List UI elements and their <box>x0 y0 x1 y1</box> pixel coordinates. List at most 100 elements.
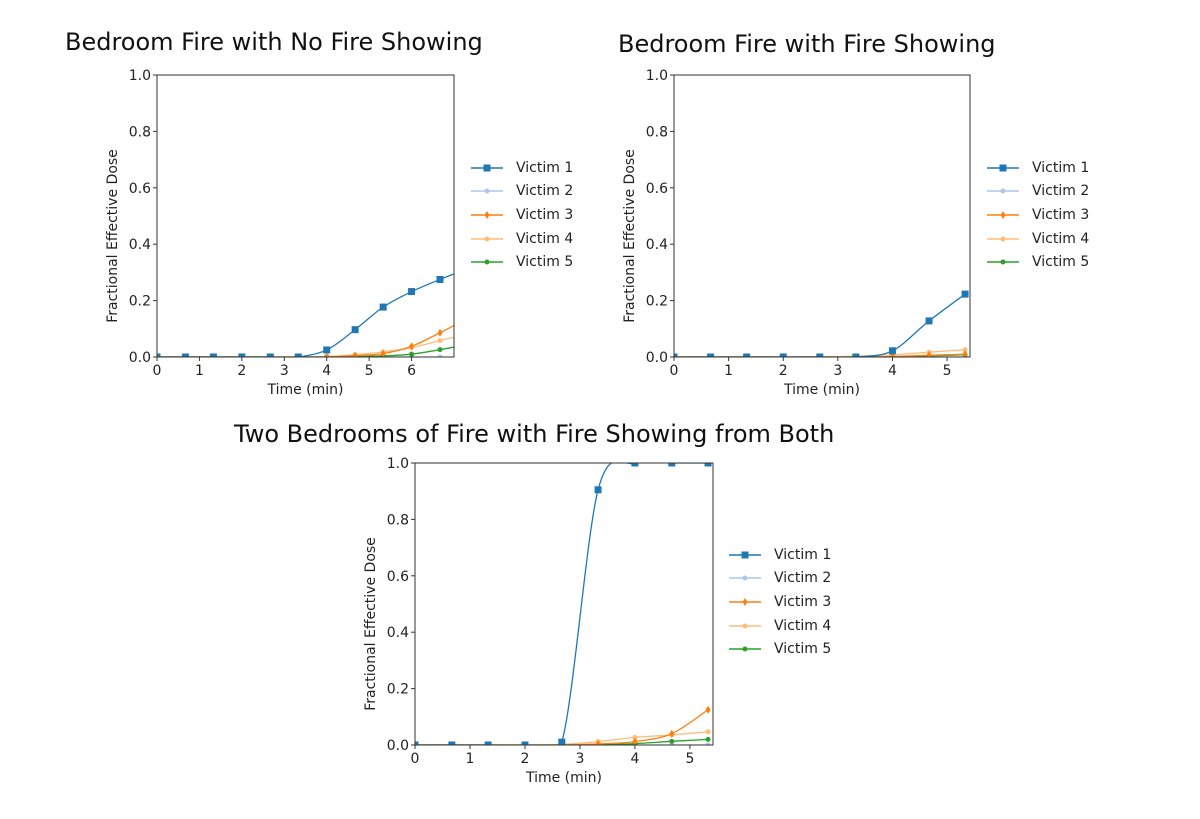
square-marker-icon <box>351 326 359 334</box>
chart-3-legend: Victim 1 Victim 2 Victim 3 Victim 4 Victim 5 <box>728 543 831 661</box>
square-marker-icon <box>294 353 302 357</box>
x-tick-label: 2 <box>779 363 788 379</box>
legend-label: Victim 4 <box>516 230 574 247</box>
y-tick-label: 0.2 <box>646 294 668 310</box>
square-marker-icon <box>741 551 749 559</box>
legend-item-victim-4: Victim 4 <box>470 227 573 251</box>
circle-marker-icon <box>437 354 443 357</box>
square-marker-icon <box>483 164 491 172</box>
legend-item-victim-1: Victim 1 <box>986 156 1089 180</box>
legend-label: Victim 3 <box>774 593 832 610</box>
chart-1-title: Bedroom Fire with No Fire Showing <box>65 28 483 56</box>
x-tick-label: 0 <box>670 363 679 379</box>
diamond-marker-icon <box>324 353 330 357</box>
circle-marker-icon <box>742 623 748 629</box>
diamond-marker-icon <box>669 729 675 738</box>
square-marker-icon <box>323 346 331 354</box>
x-tick-label: 1 <box>195 363 204 379</box>
chart-3-axes: 0.0 0.2 0.4 0.6 0.8 1.0 0 1 2 3 4 5 Time (min) Fracti… <box>363 456 714 786</box>
chart-1-axes: 0.0 0.2 0.4 0.6 0.8 1.0 0 1 2 3 4 5 6 Time (min) Fract… <box>105 68 455 398</box>
y-axis-label: Fractional Effective Dose <box>363 537 379 711</box>
x-tick-label: 3 <box>833 363 842 379</box>
legend-item-victim-5: Victim 5 <box>470 250 573 274</box>
square-marker-icon <box>925 317 933 325</box>
series-line-1 <box>674 293 966 357</box>
square-marker-icon <box>704 463 712 467</box>
legend-line-icon <box>987 236 1019 242</box>
square-marker-icon <box>888 347 896 355</box>
legend-item-victim-2: Victim 2 <box>728 567 831 591</box>
x-tick-label: 5 <box>365 363 374 379</box>
legend-item-victim-2: Victim 2 <box>986 180 1089 204</box>
square-marker-icon <box>484 741 492 745</box>
circle-marker-icon <box>742 575 748 581</box>
legend-item-victim-4: Victim 4 <box>728 614 831 638</box>
circle-marker-icon <box>437 347 443 353</box>
y-tick-label: 0.6 <box>387 569 409 585</box>
diamond-marker-icon <box>962 350 968 357</box>
square-marker-icon <box>707 353 715 357</box>
legend-line-icon <box>471 210 503 219</box>
legend-label: Victim 3 <box>516 206 574 223</box>
circle-marker-icon <box>437 338 443 344</box>
circle-marker-icon <box>484 259 490 265</box>
series-line-3 <box>674 353 966 357</box>
x-tick-label: 1 <box>724 363 733 379</box>
y-axis-label: Fractional Effective Dose <box>622 149 638 323</box>
legend-label: Victim 3 <box>1032 206 1090 223</box>
legend-label: Victim 5 <box>774 641 832 658</box>
square-marker-icon <box>668 463 676 467</box>
legend-label: Victim 2 <box>774 570 832 587</box>
legend-label: Victim 4 <box>774 617 832 634</box>
y-tick-label: 0.0 <box>129 350 151 366</box>
diamond-marker-icon <box>926 351 932 357</box>
legend-line-icon <box>471 188 503 194</box>
x-axis-label: Time (min) <box>783 382 860 398</box>
circle-marker-icon <box>409 351 415 357</box>
diamond-marker-icon <box>380 349 386 357</box>
legend-line-icon <box>729 623 761 629</box>
legend-item-victim-2: Victim 2 <box>470 180 573 204</box>
square-marker-icon <box>408 288 416 296</box>
legend-line-icon <box>471 164 503 172</box>
square-marker-icon <box>436 275 444 283</box>
plot-frame <box>673 74 971 358</box>
square-marker-icon <box>558 738 566 745</box>
legend-item-victim-1: Victim 1 <box>728 543 831 567</box>
circle-marker-icon <box>705 729 711 735</box>
legend-line-icon <box>987 164 1019 172</box>
x-axis-label: Time (min) <box>266 382 343 398</box>
diamond-marker-icon <box>484 210 490 219</box>
square-marker-icon <box>379 303 387 311</box>
square-marker-icon <box>181 353 189 357</box>
square-marker-icon <box>238 353 246 357</box>
chart-2-legend: Victim 1 Victim 2 Victim 3 Victim 4 Victim 5 <box>986 156 1089 274</box>
x-tick-label: 5 <box>943 363 952 379</box>
x-tick-label: 5 <box>685 751 694 767</box>
circle-marker-icon <box>669 738 675 744</box>
legend-label: Victim 2 <box>1032 183 1090 200</box>
y-tick-label: 0.2 <box>387 682 409 698</box>
diamond-marker-icon <box>705 705 711 714</box>
diamond-marker-icon <box>742 597 748 606</box>
legend-label: Victim 4 <box>1032 230 1090 247</box>
diamond-marker-icon <box>632 737 638 745</box>
diamond-marker-icon <box>437 328 443 337</box>
y-tick-label: 1.0 <box>387 456 409 472</box>
y-tick-label: 1.0 <box>129 68 151 84</box>
y-tick-label: 0.4 <box>387 625 409 641</box>
x-tick-label: 4 <box>322 363 331 379</box>
circle-marker-icon <box>1000 259 1006 265</box>
legend-line-icon <box>729 551 761 559</box>
diamond-marker-icon <box>352 351 358 357</box>
chart-3-title: Two Bedrooms of Fire with Fire Showing f… <box>234 420 835 448</box>
legend-item-victim-5: Victim 5 <box>728 637 831 661</box>
legend-item-victim-3: Victim 3 <box>728 590 831 614</box>
x-tick-label: 3 <box>280 363 289 379</box>
diamond-marker-icon <box>889 352 895 357</box>
circle-marker-icon <box>742 646 748 652</box>
y-tick-label: 0.0 <box>387 738 409 754</box>
legend-label: Victim 5 <box>516 254 574 271</box>
legend-line-icon <box>471 259 503 265</box>
